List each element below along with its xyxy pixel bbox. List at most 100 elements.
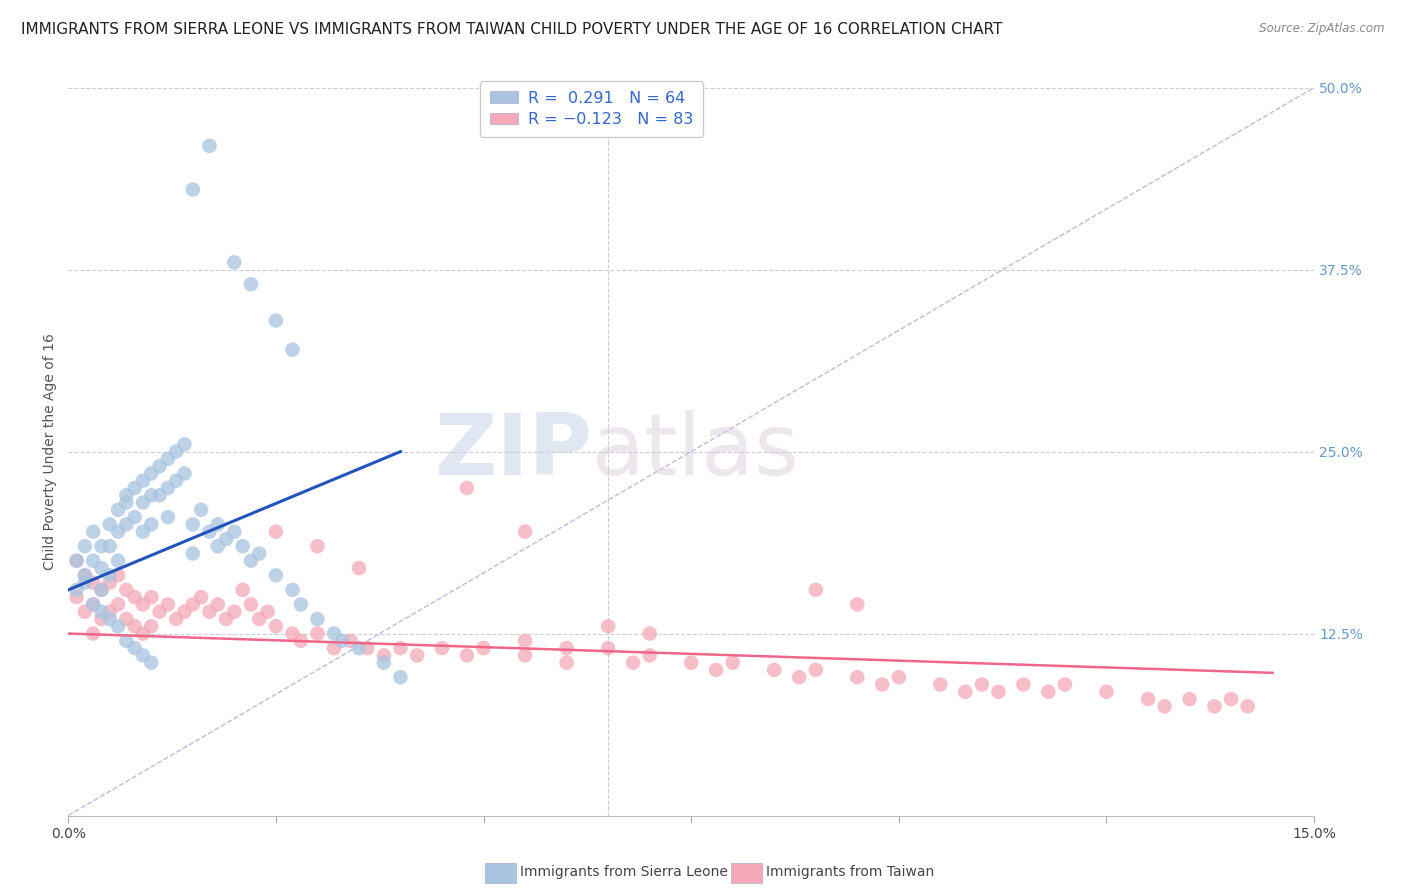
Point	[207, 517, 229, 532]
Point	[73, 568, 96, 582]
Point	[290, 598, 312, 612]
Point	[356, 641, 378, 656]
Point	[107, 619, 129, 633]
Point	[65, 554, 87, 568]
Point	[290, 633, 312, 648]
Point	[98, 575, 121, 590]
Point	[115, 612, 138, 626]
Point	[132, 495, 155, 509]
Point	[90, 539, 112, 553]
Point	[82, 598, 104, 612]
Point	[323, 641, 346, 656]
Point	[115, 633, 138, 648]
Point	[281, 626, 304, 640]
Point	[107, 568, 129, 582]
Point	[141, 590, 163, 604]
Text: IMMIGRANTS FROM SIERRA LEONE VS IMMIGRANTS FROM TAIWAN CHILD POVERTY UNDER THE A: IMMIGRANTS FROM SIERRA LEONE VS IMMIGRAN…	[21, 22, 1002, 37]
Point	[141, 517, 163, 532]
Point	[721, 656, 744, 670]
Point	[1137, 692, 1160, 706]
Point	[347, 561, 370, 575]
Text: Immigrants from Sierra Leone: Immigrants from Sierra Leone	[520, 865, 728, 880]
Point	[239, 598, 262, 612]
Point	[115, 517, 138, 532]
Point	[373, 656, 395, 670]
Point	[132, 626, 155, 640]
Point	[638, 648, 661, 663]
Point	[232, 539, 254, 553]
Point	[156, 481, 179, 495]
Point	[115, 495, 138, 509]
Point	[330, 633, 353, 648]
Point	[198, 524, 221, 539]
Point	[141, 467, 163, 481]
Point	[247, 546, 270, 560]
Point	[90, 582, 112, 597]
Point	[339, 633, 361, 648]
Point	[98, 605, 121, 619]
Point	[804, 582, 827, 597]
Point	[141, 619, 163, 633]
Point	[73, 539, 96, 553]
Point	[141, 656, 163, 670]
Point	[389, 641, 412, 656]
Point	[1095, 685, 1118, 699]
Point	[406, 648, 429, 663]
Point	[598, 641, 620, 656]
Point	[621, 656, 644, 670]
Point	[513, 633, 536, 648]
Y-axis label: Child Poverty Under the Age of 16: Child Poverty Under the Age of 16	[44, 333, 58, 570]
Point	[846, 598, 869, 612]
Point	[1153, 699, 1175, 714]
Point	[156, 451, 179, 466]
Point	[124, 590, 146, 604]
Point	[90, 605, 112, 619]
Point	[430, 641, 453, 656]
Text: Source: ZipAtlas.com: Source: ZipAtlas.com	[1260, 22, 1385, 36]
Point	[132, 474, 155, 488]
Point	[307, 612, 329, 626]
Point	[787, 670, 810, 684]
Point	[232, 582, 254, 597]
Point	[555, 656, 578, 670]
Point	[124, 510, 146, 524]
Point	[82, 575, 104, 590]
Point	[181, 183, 204, 197]
Point	[165, 474, 187, 488]
Text: Immigrants from Taiwan: Immigrants from Taiwan	[766, 865, 935, 880]
Point	[181, 517, 204, 532]
Point	[307, 539, 329, 553]
Point	[224, 255, 246, 269]
Point	[224, 605, 246, 619]
Point	[82, 554, 104, 568]
Point	[149, 488, 172, 502]
Point	[165, 612, 187, 626]
Point	[281, 343, 304, 357]
Point	[681, 656, 703, 670]
Point	[198, 139, 221, 153]
Point	[804, 663, 827, 677]
Point	[173, 467, 195, 481]
Point	[198, 605, 221, 619]
Point	[256, 605, 278, 619]
Point	[124, 619, 146, 633]
Point	[323, 626, 346, 640]
Point	[555, 641, 578, 656]
Point	[987, 685, 1010, 699]
Point	[82, 524, 104, 539]
Point	[472, 641, 495, 656]
Point	[1178, 692, 1201, 706]
Point	[98, 568, 121, 582]
Point	[970, 677, 993, 691]
Point	[181, 546, 204, 560]
Point	[65, 554, 87, 568]
Point	[82, 626, 104, 640]
Point	[124, 481, 146, 495]
Point	[90, 561, 112, 575]
Point	[1236, 699, 1258, 714]
Point	[456, 481, 478, 495]
Point	[215, 612, 238, 626]
Point	[98, 517, 121, 532]
Point	[347, 641, 370, 656]
Point	[107, 524, 129, 539]
